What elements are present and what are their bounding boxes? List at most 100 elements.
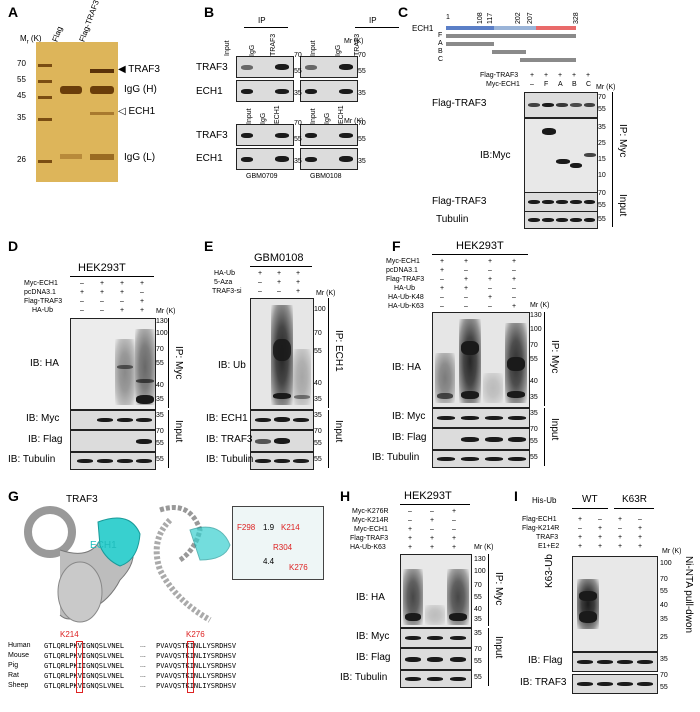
- condition-value: +: [408, 544, 413, 551]
- panel-label: B: [204, 4, 215, 20]
- protein-label: TRAF3: [66, 494, 98, 505]
- condition-value: –: [120, 298, 124, 305]
- cell-line: HEK293T: [404, 490, 452, 502]
- marker: 55: [314, 456, 322, 463]
- blot-label: IB: Tubulin: [8, 454, 56, 465]
- blot-label: IB: HA: [30, 358, 59, 369]
- blot-tubulin-input: [70, 452, 156, 470]
- marker: 70: [530, 426, 538, 433]
- blot-label: IB:Myc: [480, 150, 511, 161]
- panel-label: A: [8, 4, 19, 20]
- ellipsis: ...: [140, 672, 146, 679]
- condition-label: 5-Aza: [214, 279, 233, 286]
- condition-label: HA-Ub-K63: [350, 544, 386, 551]
- side-label: IP: Myc: [549, 340, 560, 374]
- mr-label: Mr (K): [344, 118, 364, 125]
- condition-value: –: [277, 288, 281, 295]
- condition-label: Myc-ECH1: [486, 81, 520, 88]
- marker: 100: [660, 560, 672, 567]
- domain-bar: [446, 26, 494, 30]
- condition-value: –: [598, 516, 602, 523]
- panel-label: E: [204, 238, 214, 254]
- row-label: TRAF3: [196, 62, 228, 73]
- blot-label: IB: ECH1: [206, 413, 248, 424]
- ip-label: IP: [258, 16, 266, 25]
- blot-label: IB: Flag: [528, 655, 563, 666]
- condition-value: +: [120, 289, 125, 296]
- condition-value: –: [80, 307, 84, 314]
- marker: 100: [156, 330, 168, 337]
- condition-value: +: [488, 294, 493, 301]
- lane-label: ECH1: [274, 105, 281, 124]
- condition-label: Flag-ECH1: [522, 516, 557, 523]
- condition-value: +: [638, 525, 643, 532]
- condition-label: Myc-ECH1: [24, 280, 58, 287]
- panel-label: D: [8, 238, 19, 254]
- blot-myc-ip: [524, 118, 598, 194]
- marker: 40: [530, 378, 538, 385]
- condition-value: +: [452, 535, 457, 542]
- marker: 35: [358, 90, 366, 97]
- domain-bar: [494, 26, 536, 30]
- condition-value: +: [578, 516, 583, 523]
- condition-value: +: [464, 258, 469, 265]
- condition-value: –: [638, 516, 642, 523]
- distance-label: 1.9: [263, 523, 275, 532]
- construct-bar: [446, 42, 494, 46]
- condition-value: F: [544, 81, 549, 88]
- condition-value: –: [80, 280, 84, 287]
- marker: 55: [294, 136, 302, 143]
- condition-value: –: [512, 294, 516, 301]
- condition-value: –: [512, 285, 516, 292]
- condition-value: +: [512, 303, 517, 310]
- condition-value: +: [258, 270, 263, 277]
- marker: 35: [530, 410, 538, 417]
- sequence-left: GTLQRLPKVIGNQSLVNEL: [44, 652, 125, 660]
- condition-label: Myc-ECH1: [354, 526, 388, 533]
- marker: 55: [660, 684, 668, 691]
- position-label: 108: [477, 12, 484, 24]
- lane-label: ECH1: [338, 105, 345, 124]
- marker: 70: [294, 120, 302, 127]
- condition-label: HA-Ub: [394, 285, 416, 292]
- k214-highlight-box: [76, 641, 83, 693]
- condition-value: +: [430, 517, 435, 524]
- condition-value: –: [100, 298, 104, 305]
- side-label: IP: Myc: [173, 346, 184, 380]
- condition-value: +: [638, 534, 643, 541]
- cell-line: HEK293T: [456, 240, 504, 252]
- marker: 35: [474, 630, 482, 637]
- marker: 45: [17, 91, 26, 100]
- condition-value: –: [512, 267, 516, 274]
- condition-value: –: [440, 276, 444, 283]
- condition-value: +: [598, 525, 603, 532]
- blot-label: IB: Tubulin: [372, 452, 420, 463]
- blot-label: IB: HA: [392, 362, 421, 373]
- marker: 130: [156, 318, 168, 325]
- blot-label: IB: Flag: [28, 434, 63, 445]
- lane-label: IgG: [335, 44, 342, 56]
- sequence-left: GTLQRLPKVIGNQSLVNEL: [44, 682, 125, 690]
- condition-value: –: [440, 303, 444, 310]
- marker: 35: [156, 412, 164, 419]
- blot-k63-ub: [572, 556, 658, 652]
- condition-value: +: [120, 307, 125, 314]
- marker: 130: [474, 556, 486, 563]
- blot-tubulin-input: [400, 670, 472, 688]
- condition-value: +: [296, 288, 301, 295]
- blot-tubulin-input: [432, 450, 530, 468]
- panel-label: C: [398, 4, 409, 20]
- condition-value: +: [120, 280, 125, 287]
- blot-flag: [572, 652, 658, 672]
- blot-ech1-gbm0108: [300, 80, 358, 102]
- sequence-left: GTLQRLPKVIGNQSLVNEL: [44, 642, 125, 650]
- side-label: IP: Myc: [617, 124, 628, 158]
- condition-value: +: [598, 534, 603, 541]
- blot-ha-ip: [70, 318, 156, 410]
- marker: 55: [156, 360, 164, 367]
- traf3-ribbon-structure: [153, 505, 231, 623]
- side-label: IP: Myc: [493, 572, 504, 606]
- blot-traf3-input: [250, 430, 314, 452]
- marker: 25: [660, 634, 668, 641]
- annotation: IgG (L): [124, 152, 156, 163]
